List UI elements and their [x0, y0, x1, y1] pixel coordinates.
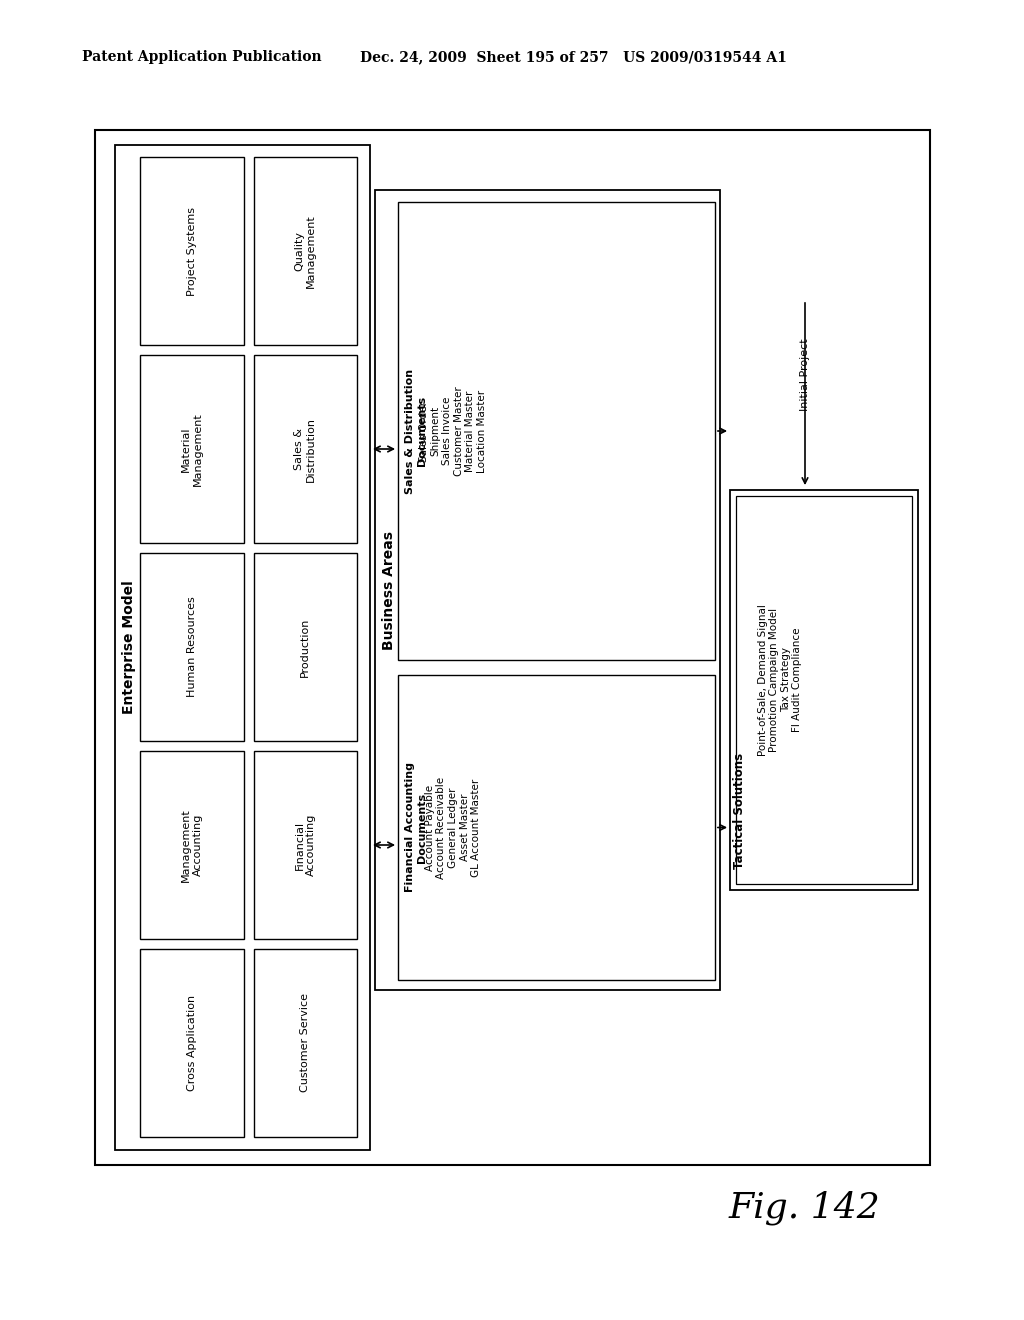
Bar: [375, 190, 720, 990]
Text: Patent Application Publication: Patent Application Publication: [82, 50, 322, 63]
Bar: [115, 145, 370, 1150]
Bar: [140, 355, 244, 543]
Text: Fig. 142: Fig. 142: [728, 1191, 880, 1225]
Bar: [254, 553, 357, 741]
Text: Dec. 24, 2009  Sheet 195 of 257   US 2009/0319544 A1: Dec. 24, 2009 Sheet 195 of 257 US 2009/0…: [360, 50, 786, 63]
Text: Financial
Accounting: Financial Accounting: [295, 814, 316, 876]
Text: Customer Service: Customer Service: [300, 994, 310, 1093]
Text: Material
Management: Material Management: [181, 412, 203, 486]
Bar: [398, 675, 715, 979]
Bar: [398, 202, 715, 660]
Text: Sales Order
Shipment
Sales Invoice
Customer Master
Material Master
Location Mast: Sales Order Shipment Sales Invoice Custo…: [419, 387, 487, 477]
Text: Human Resources: Human Resources: [186, 597, 197, 697]
Bar: [140, 751, 244, 939]
Text: Enterprise Model: Enterprise Model: [122, 581, 136, 714]
Text: Initial Project: Initial Project: [800, 339, 810, 412]
Text: Project Systems: Project Systems: [186, 206, 197, 296]
Bar: [140, 157, 244, 345]
Bar: [254, 157, 357, 345]
Bar: [254, 751, 357, 939]
Bar: [254, 355, 357, 543]
Bar: [95, 129, 930, 1166]
Text: Financial Accounting
Documents: Financial Accounting Documents: [406, 763, 427, 892]
Text: Business Areas: Business Areas: [382, 531, 396, 649]
Bar: [730, 490, 918, 890]
Text: Production: Production: [300, 618, 310, 677]
Text: Quality
Management: Quality Management: [295, 214, 316, 288]
Bar: [140, 553, 244, 741]
Text: Management
Accounting: Management Accounting: [181, 808, 203, 882]
Bar: [140, 949, 244, 1137]
Bar: [254, 949, 357, 1137]
Text: Tactical Solutions: Tactical Solutions: [733, 752, 746, 869]
Text: Sales & Distribution
Documents: Sales & Distribution Documents: [406, 368, 427, 494]
Bar: [736, 496, 912, 884]
Text: Account Payable
Account Receivable
General Ledger
Asset Master
GL Account Master: Account Payable Account Receivable Gener…: [425, 776, 481, 879]
Text: Point-of-Sale, Demand Signal
Promotion Campaign Model
Tax Strategy
FI Audit Comp: Point-of-Sale, Demand Signal Promotion C…: [758, 605, 803, 756]
Text: Cross Application: Cross Application: [186, 995, 197, 1092]
Text: Sales &
Distribution: Sales & Distribution: [295, 417, 316, 482]
